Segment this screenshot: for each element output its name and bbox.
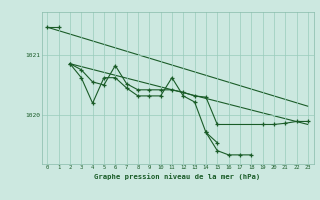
X-axis label: Graphe pression niveau de la mer (hPa): Graphe pression niveau de la mer (hPa) [94, 173, 261, 180]
